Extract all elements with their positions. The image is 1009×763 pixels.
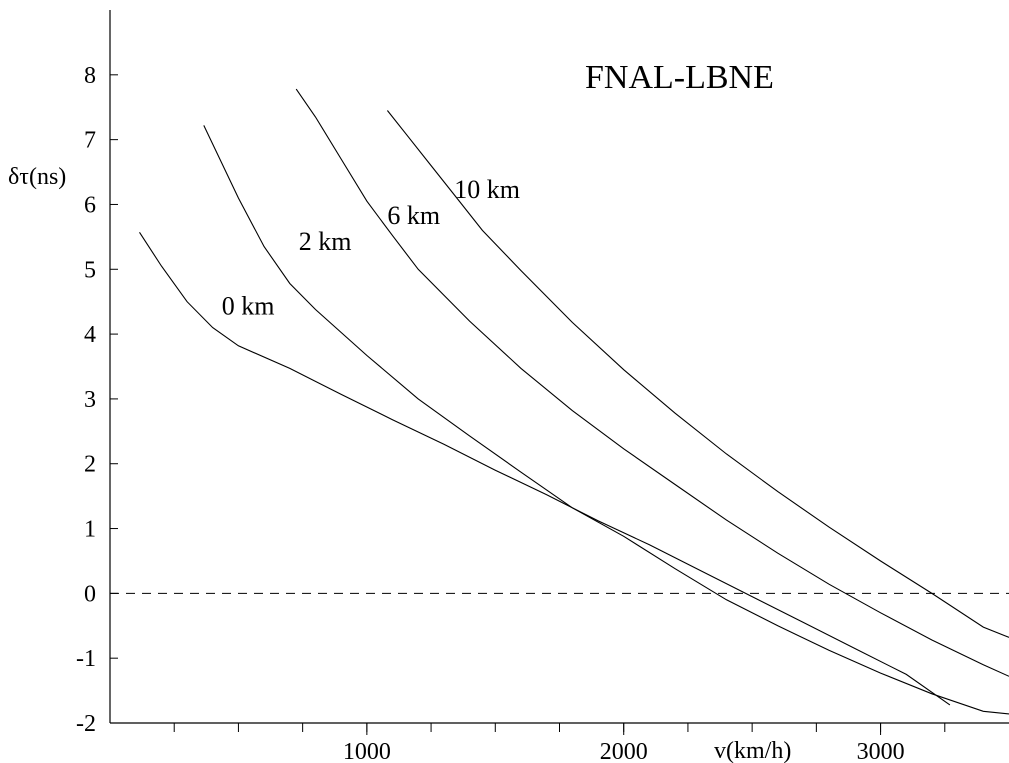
y-tick-label: 3	[84, 387, 96, 413]
y-tick-label: -2	[76, 711, 96, 737]
curve-label-6-km: 6 km	[387, 201, 440, 230]
y-tick-label: 5	[84, 257, 96, 283]
curve-label-10-km: 10 km	[454, 175, 520, 204]
curves	[139, 88, 1009, 715]
x-tick-label: 2000	[600, 739, 648, 763]
y-tick-label: 1	[84, 517, 96, 543]
series-line-0-km	[139, 232, 951, 706]
y-tick-label: 2	[84, 452, 96, 478]
curve-labels: 0 km 2 km 6 km 10 km	[222, 175, 520, 321]
axes: -2 -1 0 1 2 3 4 5 6 7 8 1000 2000 3000	[76, 10, 1009, 763]
y-tick-label: 0	[84, 581, 96, 607]
curve-label-0-km: 0 km	[222, 292, 275, 321]
x-tick-label: 3000	[857, 739, 905, 763]
x-axis-label: v(km/h)	[714, 738, 791, 763]
chart-title: FNAL-LBNE	[585, 59, 774, 96]
y-tick-label: 4	[84, 322, 96, 348]
y-tick-label: -1	[76, 646, 96, 672]
x-tick-label: 1000	[343, 739, 391, 763]
series-line-10-km	[386, 110, 1009, 638]
y-tick-label: 7	[84, 128, 96, 154]
curve-label-2-km: 2 km	[299, 227, 352, 256]
y-axis-label: δτ(ns)	[8, 164, 66, 190]
y-tick-label: 8	[84, 63, 96, 89]
y-tick-label: 6	[84, 192, 96, 218]
series-line-6-km	[295, 88, 1009, 677]
series-line-2-km	[203, 125, 1009, 715]
